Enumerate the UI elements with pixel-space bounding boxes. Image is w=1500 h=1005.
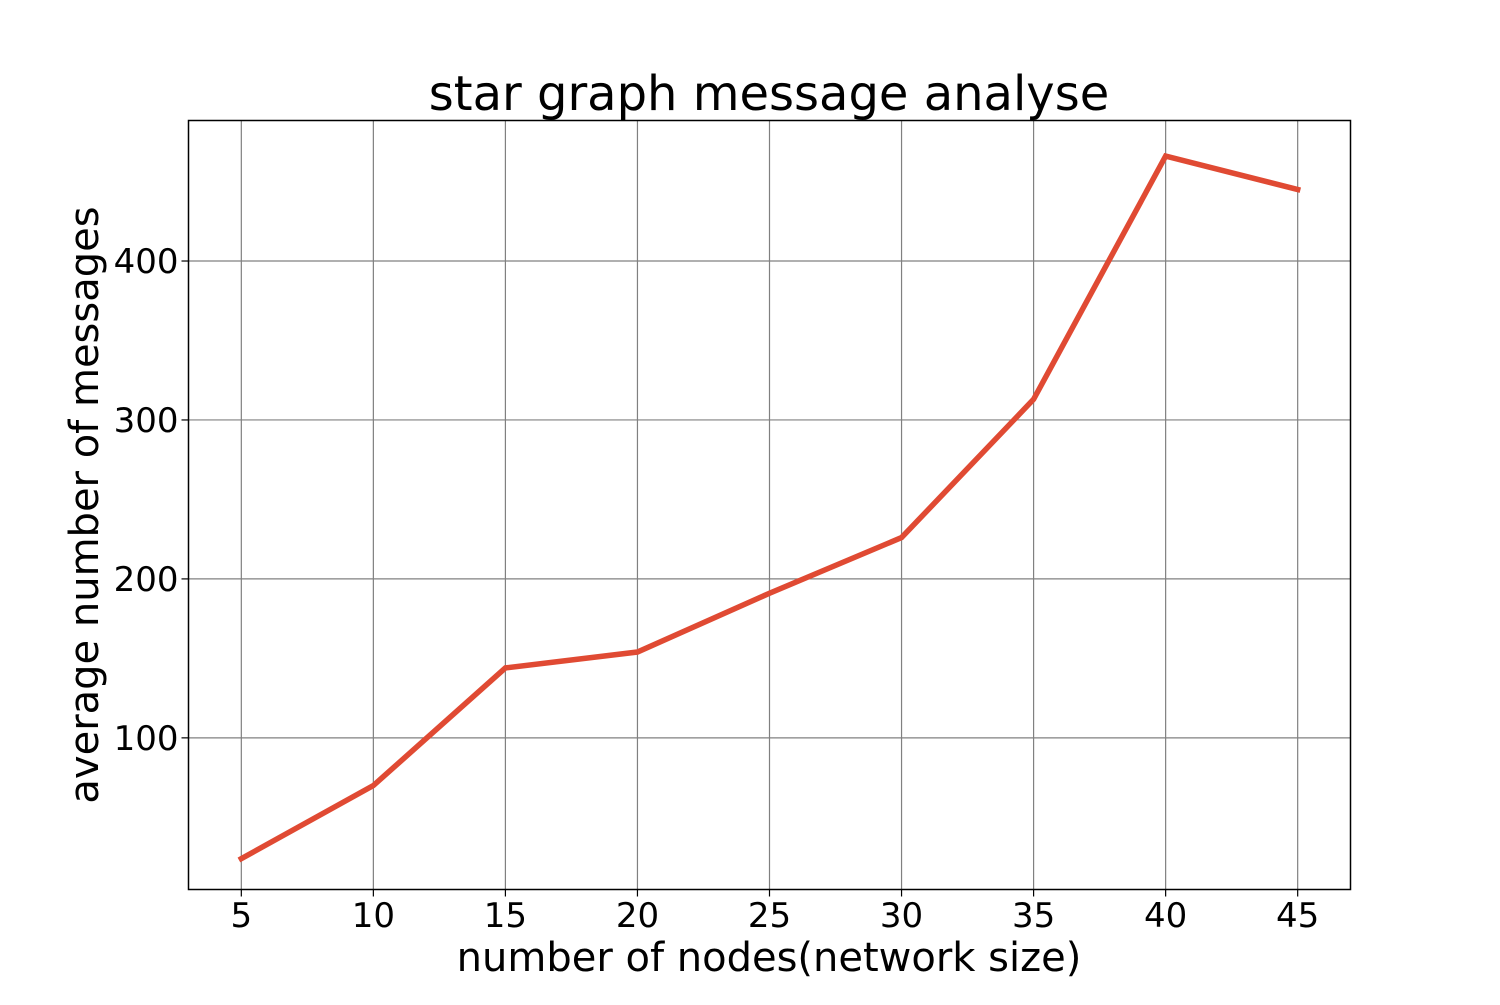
x-tick-label: 10 [352,896,395,936]
x-tick-label: 25 [748,896,791,936]
y-tick-label: 100 [114,719,179,759]
x-tick-label: 45 [1276,896,1319,936]
x-tick-label: 30 [880,896,923,936]
y-tick-label: 400 [114,242,179,282]
y-tick-label: 300 [114,401,179,441]
x-tick-label: 20 [616,896,659,936]
y-axis-label: average number of messages [62,206,108,803]
x-tick-label: 15 [484,896,527,936]
chart-title: star graph message analyse [429,66,1110,122]
x-tick-label: 40 [1144,896,1187,936]
x-tick-label: 5 [230,896,252,936]
grid-lines [189,121,1351,890]
x-axis-label: number of nodes(network size) [457,935,1082,981]
y-tick-label: 200 [114,560,179,600]
x-tick-label: 35 [1012,896,1055,936]
